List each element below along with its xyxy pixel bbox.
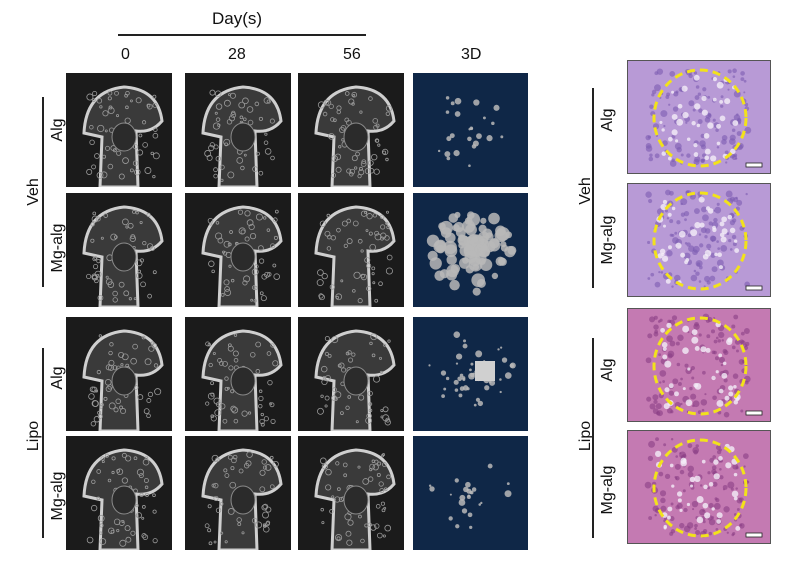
histology-veh-rule — [592, 88, 594, 288]
micro-ct-image-lipo-alg-day-0 — [66, 317, 172, 431]
micro-ct-image-veh-alg-day-56 — [298, 73, 404, 187]
day-group-title: Day(s) — [212, 9, 263, 28]
micro-ct-image-veh-mg-alg-day-0 — [66, 193, 172, 307]
lipo-group-rule — [42, 348, 44, 538]
row-label-veh-mg-alg: Mg-alg — [49, 223, 66, 273]
micro-ct-image-lipo-mg-alg-day-28 — [185, 436, 291, 550]
histology-row-label-lipo-alg: Alg — [599, 358, 616, 382]
histology-lipo-rule — [592, 338, 594, 538]
column-label-day-56: 56 — [343, 46, 361, 63]
row-label-lipo-mg-alg: Mg-alg — [49, 471, 66, 521]
micro-ct-image-lipo-mg-alg-day-56 — [298, 436, 404, 550]
day-group-rule — [118, 34, 366, 36]
histology-row-label-veh-mg-alg: Mg-alg — [599, 215, 616, 265]
histology-image-veh-alg — [627, 60, 771, 174]
micro-ct-image-veh-alg-day-28 — [185, 73, 291, 187]
veh-group-rule — [42, 97, 44, 287]
micro-ct-image-lipo-alg-day-28 — [185, 317, 291, 431]
row-label-lipo-alg: Alg — [49, 366, 66, 390]
3d-render-lipo-alg — [413, 317, 528, 431]
histology-row-label-veh-alg: Alg — [599, 108, 616, 132]
micro-ct-image-lipo-mg-alg-day-0 — [66, 436, 172, 550]
group-label-lipo: Lipo — [25, 420, 42, 452]
column-label-day-0: 0 — [121, 46, 130, 63]
micro-ct-image-veh-mg-alg-day-28 — [185, 193, 291, 307]
micro-ct-image-lipo-alg-day-56 — [298, 317, 404, 431]
histology-image-lipo-alg — [627, 308, 771, 422]
histology-image-lipo-mg-alg — [627, 430, 771, 544]
group-label-veh: Veh — [25, 178, 42, 206]
3d-render-veh-alg — [413, 73, 528, 187]
row-label-veh-alg: Alg — [49, 118, 66, 142]
column-label-3d: 3D — [461, 46, 482, 63]
3d-render-veh-mg-alg — [413, 193, 528, 307]
3d-render-lipo-mg-alg — [413, 436, 528, 550]
histology-image-veh-mg-alg — [627, 183, 771, 297]
histology-row-label-lipo-mg-alg: Mg-alg — [599, 465, 616, 515]
micro-ct-image-veh-mg-alg-day-56 — [298, 193, 404, 307]
column-label-day-28: 28 — [228, 46, 246, 63]
micro-ct-image-veh-alg-day-0 — [66, 73, 172, 187]
